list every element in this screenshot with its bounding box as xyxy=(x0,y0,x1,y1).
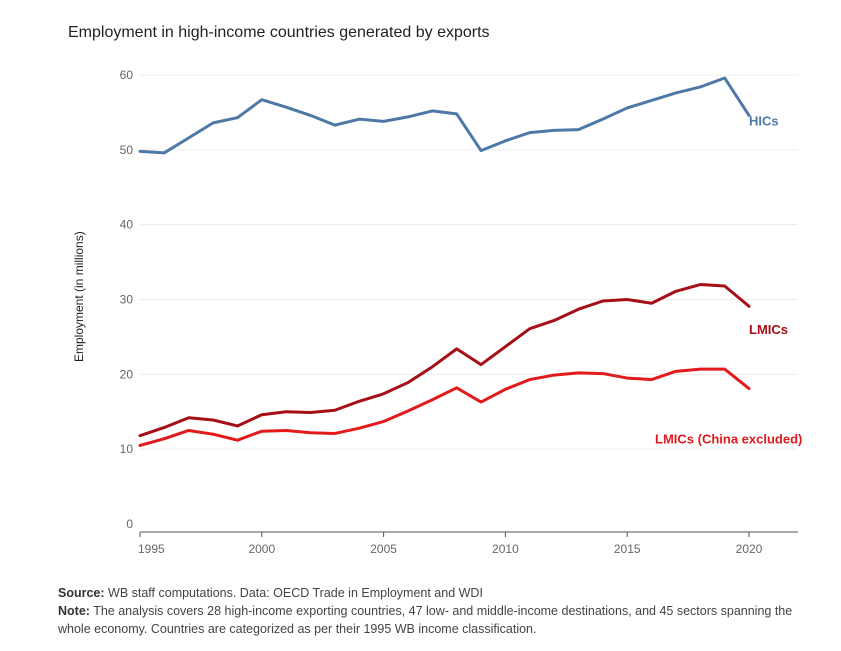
x-tick-label: 2000 xyxy=(248,542,275,556)
series-lines xyxy=(138,76,751,447)
y-tick-label: 10 xyxy=(120,442,134,456)
x-tick-label: 2015 xyxy=(614,542,641,556)
series-line-3 xyxy=(138,367,751,447)
source-text: WB staff computations. Data: OECD Trade … xyxy=(104,586,483,600)
note-line: Note: The analysis covers 28 high-income… xyxy=(58,602,818,638)
y-tick-label: 60 xyxy=(120,68,134,82)
series-line-1 xyxy=(138,76,751,155)
series-line-2 xyxy=(138,283,751,438)
source-label: Source: xyxy=(58,586,105,600)
x-tick-label: 1995 xyxy=(138,542,165,556)
gridlines xyxy=(140,74,798,450)
y-tick-label: 30 xyxy=(120,293,134,307)
note-label: Note: xyxy=(58,604,90,618)
note-text: The analysis covers 28 high-income expor… xyxy=(58,604,793,636)
series-label-3: LMICs (China excluded) xyxy=(655,432,802,447)
chart-footer: Source: WB staff computations. Data: OEC… xyxy=(58,584,818,638)
y-tick-label: 40 xyxy=(120,218,134,232)
x-tick-label: 2010 xyxy=(492,542,519,556)
y-tick-label: 0 xyxy=(126,517,133,531)
x-tick-label: 2005 xyxy=(370,542,397,556)
axes: 0 10 20 30 40 50 60 1995 2000 2005 2010 2015 2020 xyxy=(120,68,798,556)
series-label-1: HICs xyxy=(749,113,779,128)
y-tick-label: 50 xyxy=(120,143,134,157)
y-tick-label: 20 xyxy=(120,367,134,381)
series-label-2: LMICs xyxy=(749,322,788,337)
chart-title: Employment in high-income countries gene… xyxy=(68,24,490,41)
source-line: Source: WB staff computations. Data: OEC… xyxy=(58,584,818,602)
x-tick-label: 2020 xyxy=(736,542,763,556)
series-labels: HICs LMICs LMICs (China excluded) xyxy=(655,113,802,446)
